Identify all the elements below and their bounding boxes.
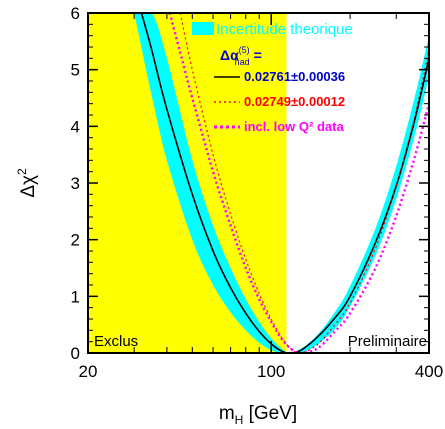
legend-label-series-1: 0.02761±0.00036 <box>244 69 345 84</box>
legend-header: Δα(5) had = <box>220 45 262 67</box>
x-tick-label: 100 <box>257 362 285 381</box>
legend-label-series-3-text: incl. low Q² data <box>244 119 344 134</box>
x-axis-label-main: m <box>219 403 235 424</box>
series-line-3 <box>168 13 429 353</box>
y-axis-label: Δχ2 <box>15 168 39 198</box>
y-tick-label: 4 <box>71 117 80 136</box>
legend-header-main: Δα <box>220 47 239 63</box>
legend-band-label: Incertitude theorique <box>216 21 353 38</box>
y-tick-label: 0 <box>71 344 80 363</box>
series-line-1 <box>140 13 429 353</box>
y-tick-label: 3 <box>71 174 80 193</box>
y-tick-label: 6 <box>71 4 80 23</box>
legend-header-suffix: = <box>250 47 262 63</box>
x-axis-label-subscript: H <box>235 413 244 427</box>
y-axis-label-superscript: 2 <box>15 168 29 175</box>
y-tick-label: 5 <box>71 61 80 80</box>
legend: Incertitude theorique Δα(5) had = 0.02761… <box>192 21 353 134</box>
series-line-2 <box>179 13 429 353</box>
preliminary-label: Preliminaire <box>348 333 427 350</box>
x-axis-label: mH [GeV] <box>219 403 297 427</box>
x-axis-label-unit: [GeV] <box>243 403 297 424</box>
y-axis-label-main: Δχ <box>18 175 39 198</box>
axis-ticks: 0 1 2 3 4 5 6 20 100 400 <box>71 4 444 381</box>
y-tick-label: 1 <box>71 287 80 306</box>
theory-uncertainty-band-layer <box>134 13 429 353</box>
excluded-region-label: Exclus <box>94 333 138 350</box>
legend-label-series-3: incl. low Q² data <box>244 119 344 134</box>
legend-header-subscript: had <box>235 57 250 67</box>
legend-header-superscript: (5) <box>239 45 250 55</box>
legend-band-swatch <box>192 22 214 35</box>
series-layer <box>140 13 429 353</box>
x-tick-label: 20 <box>79 362 98 381</box>
theory-uncertainty-band <box>134 13 429 353</box>
x-tick-label: 400 <box>415 362 443 381</box>
y-tick-label: 2 <box>71 231 80 250</box>
legend-label-series-2: 0.02749±0.00012 <box>244 94 345 109</box>
